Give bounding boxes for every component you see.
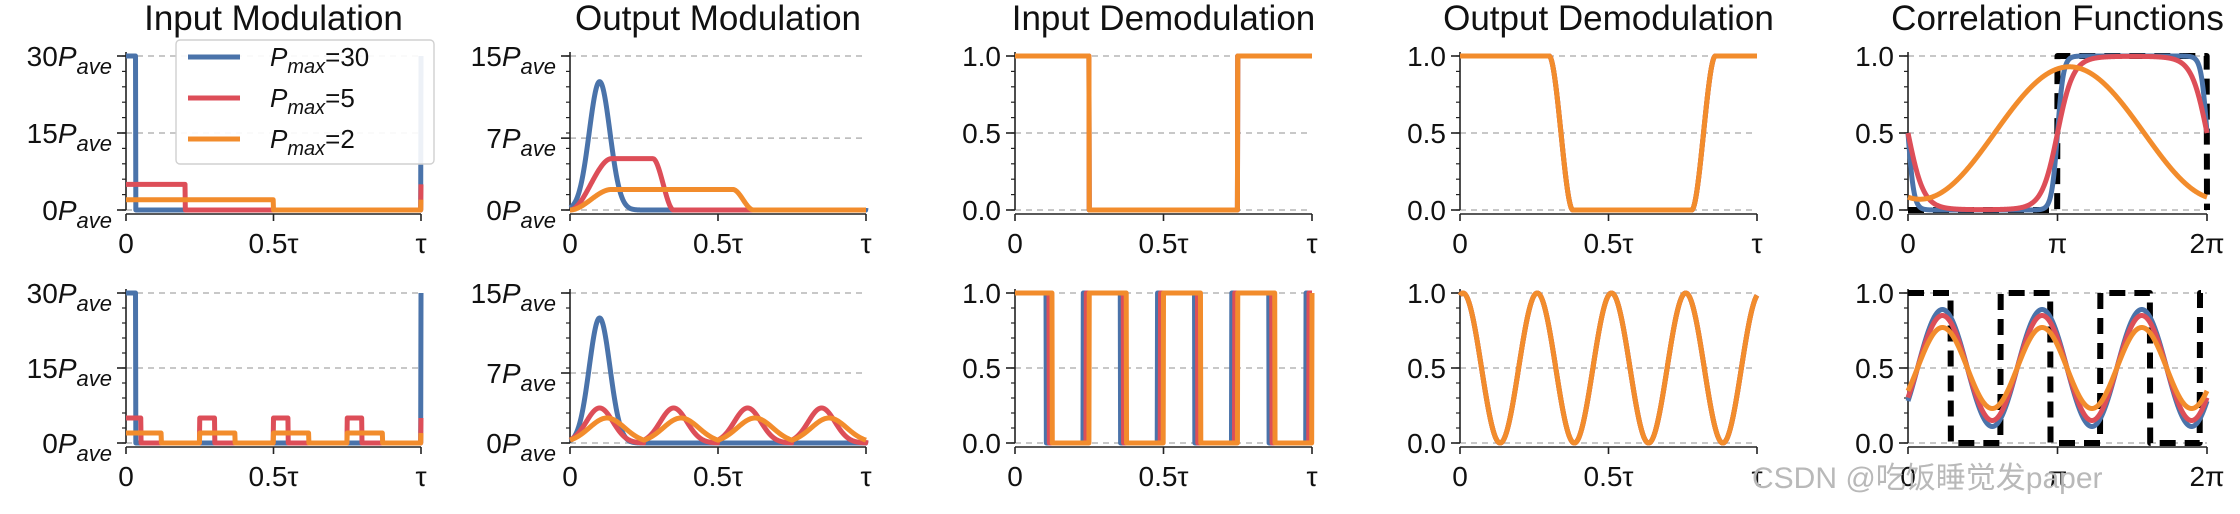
x-tick-label: 0.5τ bbox=[1139, 461, 1189, 492]
subplot-title: Input Demodulation bbox=[1012, 0, 1316, 38]
subplot-9: 0 0.5τ τ 0.0 0.5 1.0 bbox=[1407, 278, 1762, 492]
series-line-pmax-2 bbox=[567, 186, 869, 213]
y-tick-label: 0.5 bbox=[1855, 353, 1894, 384]
y-tick-label: 0Pave bbox=[486, 195, 556, 233]
x-tick-label: τ bbox=[1751, 228, 1762, 259]
x-tick-label: τ bbox=[1306, 461, 1317, 492]
subplot-2: 0 0.5τ τ 0Pave 7Pave 15Pave Output Modulation bbox=[471, 0, 872, 259]
legend-box bbox=[175, 39, 435, 165]
x-tick-label: τ bbox=[860, 461, 871, 492]
subplot-8: 0 0.5τ τ 0.0 0.5 1.0 bbox=[962, 278, 1317, 492]
subplot-6: 0 0.5τ τ 0Pave 15Pave 30Pave bbox=[27, 278, 427, 492]
x-tick-label: τ bbox=[1751, 461, 1762, 492]
y-tick-label: 1.0 bbox=[962, 278, 1001, 309]
subplot-title: Output Modulation bbox=[575, 0, 861, 38]
series-line-pmax-2 bbox=[123, 197, 424, 213]
y-tick-label: 0.5 bbox=[1855, 118, 1894, 149]
y-tick-label: 1.0 bbox=[962, 41, 1001, 72]
legend: Pmax=30 Pmax=5 Pmax=2 bbox=[175, 39, 435, 165]
y-tick-label: 0Pave bbox=[42, 195, 112, 233]
y-tick-label: 1.0 bbox=[1855, 278, 1894, 309]
y-tick-label: 0.5 bbox=[1407, 118, 1446, 149]
x-tick-label: 2π bbox=[2190, 228, 2225, 259]
y-tick-label: 15Pave bbox=[471, 41, 556, 79]
x-tick-label: 0 bbox=[1452, 461, 1468, 492]
y-tick-label: 0.0 bbox=[1407, 195, 1446, 226]
subplot-10: 0 π 2π 0.0 0.5 1.0 bbox=[1855, 278, 2224, 492]
subplot-title: Correlation Functions bbox=[1891, 0, 2224, 38]
y-tick-label: 7Pave bbox=[486, 358, 556, 396]
x-tick-label: 0.5τ bbox=[693, 228, 743, 259]
subplot-1: 0 0.5τ τ 0Pave 15Pave 30Pave Input Modulation bbox=[27, 0, 427, 259]
y-tick-label: 1.0 bbox=[1407, 41, 1446, 72]
x-tick-label: 0.5τ bbox=[1584, 461, 1634, 492]
y-tick-label: 0.0 bbox=[962, 195, 1001, 226]
series-line-pmax-5 bbox=[1905, 53, 2210, 213]
subplot-7: 0 0.5τ τ 0Pave 7Pave 15Pave bbox=[471, 278, 872, 492]
x-tick-label: 0 bbox=[1900, 228, 1916, 259]
x-tick-label: π bbox=[2048, 461, 2067, 492]
series-line-pmax-2 bbox=[123, 430, 424, 446]
x-tick-label: π bbox=[2048, 228, 2067, 259]
x-tick-label: τ bbox=[860, 228, 871, 259]
x-tick-label: 0 bbox=[562, 461, 578, 492]
subplot-title: Input Modulation bbox=[144, 0, 403, 38]
x-tick-label: 2π bbox=[2190, 461, 2225, 492]
y-tick-label: 15Pave bbox=[27, 118, 112, 156]
legend-label: Pmax=2 bbox=[270, 124, 355, 160]
series-line-pmax-2 bbox=[1905, 64, 2210, 202]
x-tick-label: τ bbox=[415, 461, 426, 492]
legend-label: Pmax=30 bbox=[270, 42, 369, 78]
series-line-pmax-2 bbox=[567, 415, 869, 443]
subplot-3: 0 0.5τ τ 0.0 0.5 1.0 Input Demodulation bbox=[962, 0, 1317, 259]
y-tick-label: 1.0 bbox=[1855, 41, 1894, 72]
x-tick-label: τ bbox=[415, 228, 426, 259]
x-tick-label: 0 bbox=[1007, 461, 1023, 492]
x-tick-label: 0 bbox=[118, 228, 134, 259]
y-tick-label: 0.0 bbox=[1855, 195, 1894, 226]
x-tick-label: 0.5τ bbox=[1139, 228, 1189, 259]
y-tick-label: 0.5 bbox=[962, 118, 1001, 149]
y-tick-label: 0.0 bbox=[962, 428, 1001, 459]
x-tick-label: 0.5τ bbox=[1584, 228, 1634, 259]
y-tick-label: 0Pave bbox=[486, 428, 556, 466]
series-line-pmax-2 bbox=[1012, 53, 1315, 213]
series-line-pmax-2 bbox=[1905, 325, 2210, 411]
y-tick-label: 0.0 bbox=[1855, 428, 1894, 459]
x-tick-label: 0 bbox=[1007, 228, 1023, 259]
x-tick-label: 0.5τ bbox=[249, 461, 299, 492]
y-tick-label: 1.0 bbox=[1407, 278, 1446, 309]
y-tick-label: 0.5 bbox=[962, 353, 1001, 384]
series-line-pmax-2 bbox=[1457, 290, 1760, 446]
y-tick-label: 30Pave bbox=[27, 278, 112, 316]
watermark: CSDN @吃饭睡觉发paper bbox=[1752, 462, 2103, 495]
x-tick-label: τ bbox=[1306, 228, 1317, 259]
y-tick-label: 0Pave bbox=[42, 428, 112, 466]
y-tick-label: 7Pave bbox=[486, 123, 556, 161]
y-tick-label: 30Pave bbox=[27, 41, 112, 79]
series-line-pmax-5 bbox=[1905, 313, 2210, 423]
series-line-pmax-2 bbox=[1012, 290, 1315, 446]
x-tick-label: 0.5τ bbox=[693, 461, 743, 492]
x-tick-label: 0 bbox=[118, 461, 134, 492]
y-tick-label: 0.0 bbox=[1407, 428, 1446, 459]
y-tick-label: 15Pave bbox=[27, 353, 112, 391]
subplot-title: Output Demodulation bbox=[1443, 0, 1774, 38]
x-tick-label: 0 bbox=[562, 228, 578, 259]
x-tick-label: 0 bbox=[1900, 461, 1916, 492]
series-line-pmax-2 bbox=[1457, 53, 1760, 213]
legend-label: Pmax=5 bbox=[270, 83, 355, 119]
y-tick-label: 0.5 bbox=[1407, 353, 1446, 384]
x-tick-label: 0 bbox=[1452, 228, 1468, 259]
y-tick-label: 15Pave bbox=[471, 278, 556, 316]
x-tick-label: 0.5τ bbox=[249, 228, 299, 259]
